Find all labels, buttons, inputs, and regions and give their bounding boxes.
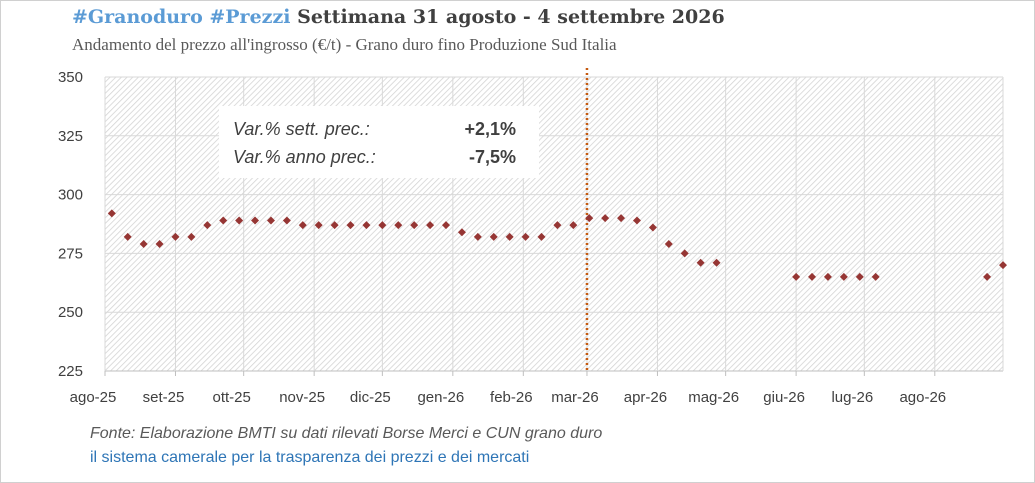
data-point [219,216,228,225]
data-point [187,232,196,241]
chart-subtitle: Andamento del prezzo all'ingrosso (€/t) … [72,35,617,54]
data-point [696,258,705,267]
data-point [266,216,275,225]
data-point [553,221,562,230]
data-point [537,232,546,241]
x-tick-label: mag-26 [688,389,739,406]
data-point [585,214,594,223]
x-tick-label: ago-26 [899,389,946,406]
annotation-label: Var.% anno prec.: [233,147,376,167]
data-point [489,232,498,241]
x-tick-label: ago-25 [70,389,117,406]
data-point [330,221,339,230]
data-point [362,221,371,230]
data-point [569,221,578,230]
data-point [648,223,657,232]
x-tick-label: feb-26 [490,389,533,406]
y-tick-label: 300 [58,187,83,204]
data-point [378,221,387,230]
data-point [632,216,641,225]
y-axis: 225 250 275 300 325 350 [58,69,83,380]
title-week: Settimana 31 agosto - 4 settembre 2026 [297,6,725,28]
x-tick-label: nov-25 [279,389,325,406]
data-point [839,272,848,281]
annotation-box: Var.% sett. prec.: +2,1% Var.% anno prec.:… [219,106,539,178]
annotation-label: Var.% sett. prec.: [233,119,370,139]
title-hashtags: #Granoduro #Prezzi [72,6,291,28]
data-point [410,221,419,230]
annotation-value: +2,1% [464,119,516,139]
data-point [394,221,403,230]
data-point [871,272,880,281]
y-tick-label: 325 [58,128,83,145]
data-point [617,214,626,223]
x-tick-label: giu-26 [763,389,805,406]
annotation-value: -7,5% [469,147,516,167]
data-point [123,232,132,241]
data-point [664,239,673,248]
x-tick-label: mar-26 [551,389,599,406]
x-tick-label: ott-25 [212,389,250,406]
tagline: il sistema camerale per la trasparenza d… [90,449,530,466]
source-note: Fonte: Elaborazione BMTI su dati rilevat… [90,425,603,442]
data-point [855,272,864,281]
y-tick-label: 350 [58,69,83,86]
data-point [823,272,832,281]
data-point [139,239,148,248]
x-tick-label: dic-25 [350,389,391,406]
data-point [251,216,260,225]
x-axis: ago-25 set-25 ott-25 nov-25 dic-25 gen-26 feb-… [70,371,946,406]
data-point [107,209,116,218]
data-point [601,214,610,223]
data-point [521,232,530,241]
data-point [712,258,721,267]
data-markers [107,209,1007,281]
data-point [282,216,291,225]
data-point [203,221,212,230]
data-point [505,232,514,241]
data-point [680,249,689,258]
x-tick-label: set-25 [143,389,185,406]
data-point [473,232,482,241]
data-point [983,272,992,281]
data-point [314,221,323,230]
x-tick-label: lug-26 [831,389,873,406]
data-point [155,239,164,248]
x-tick-label: gen-26 [417,389,464,406]
chart-title: #Granoduro #Prezzi Settimana 31 agosto -… [72,6,725,28]
data-point [442,221,451,230]
x-tick-label: apr-26 [624,389,667,406]
y-tick-label: 225 [58,363,83,380]
data-point [346,221,355,230]
data-point [298,221,307,230]
data-point [171,232,180,241]
data-point [457,228,466,237]
y-tick-label: 275 [58,245,83,262]
data-point [426,221,435,230]
y-tick-label: 250 [58,304,83,321]
data-point [999,261,1007,270]
data-point [808,272,817,281]
data-point [792,272,801,281]
data-point [235,216,244,225]
